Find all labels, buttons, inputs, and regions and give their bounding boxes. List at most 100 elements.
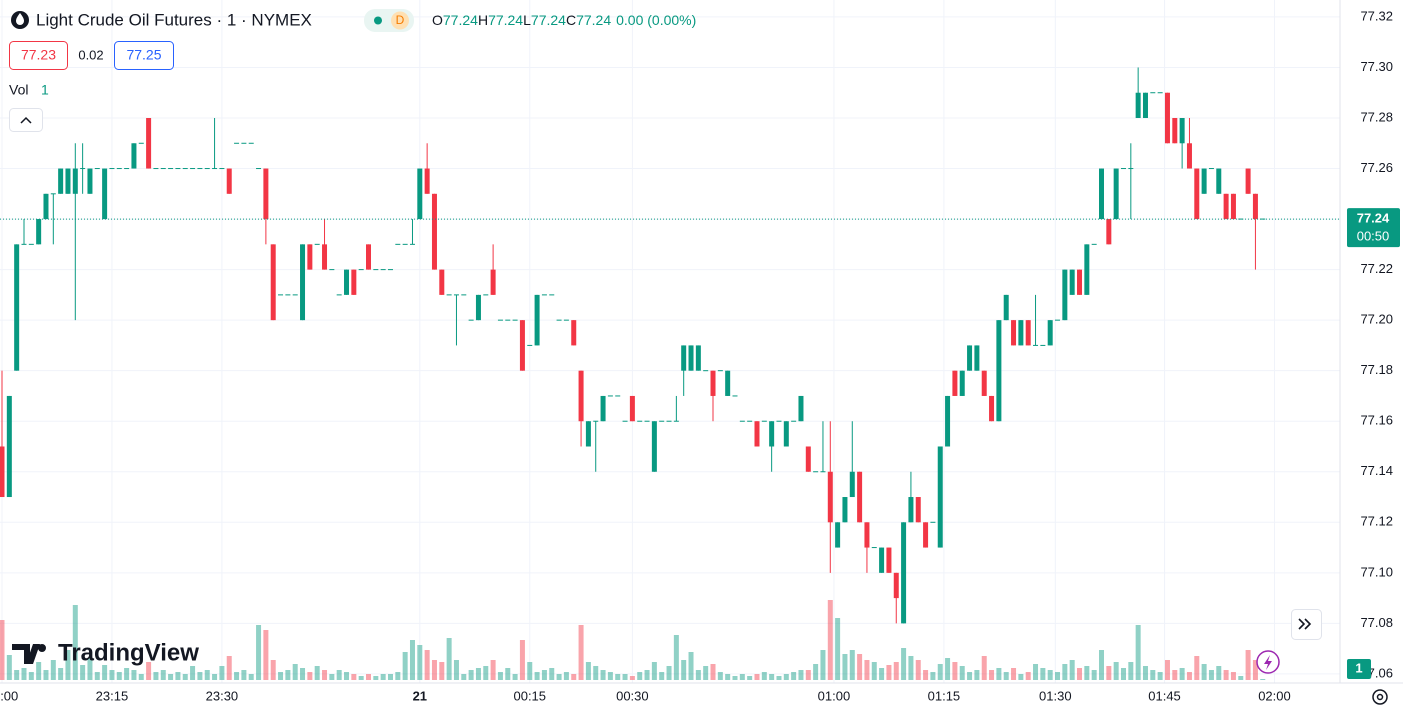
volume-bar: [36, 662, 42, 680]
volume-bar: [556, 674, 562, 680]
candle-body: [813, 471, 819, 473]
volume-bar: [805, 670, 811, 680]
candle-body: [402, 243, 408, 245]
volume-bar: [204, 670, 210, 680]
volume-bar: [776, 676, 782, 680]
candle-body: [1135, 92, 1141, 119]
volume-bar: [585, 662, 591, 680]
x-tick-label: 23:30: [206, 688, 239, 703]
volume-bar: [116, 672, 122, 680]
volume-bar: [1011, 668, 1017, 680]
candle-body: [197, 168, 203, 170]
candle-body: [527, 344, 533, 346]
volume-bar: [446, 638, 452, 680]
volume-bar: [153, 672, 159, 680]
y-tick-label: 77.26: [1360, 160, 1393, 175]
candle-body: [849, 471, 855, 498]
volume-bar: [673, 635, 679, 680]
candle-body: [725, 370, 731, 396]
volume-bar: [1120, 668, 1126, 680]
collapse-button[interactable]: [9, 108, 43, 132]
volume-bar: [190, 666, 196, 680]
volume-bar: [490, 660, 496, 680]
symbol-title: Light Crude Oil Futures · 1 · NYMEX: [36, 10, 312, 29]
candle-body: [1238, 218, 1244, 220]
candle-body: [967, 345, 973, 371]
candle-body: [300, 244, 306, 321]
volume-bar: [424, 650, 430, 680]
x-tick-label: 23:15: [96, 688, 129, 703]
volume-bar: [1208, 670, 1214, 680]
volume-bar: [901, 648, 907, 680]
logo-mark: [12, 644, 46, 664]
volume-bar: [747, 676, 753, 680]
y-tick-label: 77.12: [1360, 514, 1393, 529]
candle-body: [468, 319, 474, 321]
ohlc-legend: O77.24H77.24L77.24C77.24 0.00 (0.00%): [432, 12, 696, 28]
volume-bar: [732, 676, 738, 680]
volume-bar: [72, 605, 78, 680]
candle-body: [600, 395, 606, 422]
volume-bar: [989, 670, 995, 680]
volume-bar: [270, 660, 276, 680]
scroll-button[interactable]: [1291, 609, 1322, 640]
legend-key: H: [478, 12, 488, 28]
candle-body: [87, 168, 93, 194]
candle-body: [292, 294, 298, 296]
candle-body: [981, 370, 987, 396]
volume-bar: [380, 674, 386, 680]
volume-bar: [234, 672, 240, 680]
volume-bar: [336, 670, 342, 680]
bid: 77.23: [21, 47, 56, 63]
volume-badge: [1347, 659, 1371, 679]
volume-bar: [930, 672, 936, 680]
bid-box[interactable]: [9, 41, 68, 70]
candle-body: [1164, 92, 1170, 144]
candle-body: [1040, 344, 1046, 346]
volume-bar: [373, 676, 379, 680]
candle-body: [534, 294, 540, 346]
volume-bar: [1018, 674, 1024, 680]
candle-body: [387, 269, 393, 271]
volume-bar: [168, 674, 174, 680]
volume-bar: [519, 640, 525, 680]
candle-body: [512, 319, 518, 321]
session-letter: D: [396, 13, 405, 27]
volume-bar: [28, 672, 34, 680]
candle-body: [329, 269, 335, 271]
volume-bar: [813, 664, 819, 680]
volume-bar: [65, 650, 71, 680]
candle-body: [769, 421, 775, 447]
volume-bar: [915, 660, 921, 680]
volume-bar: [1106, 666, 1112, 680]
candle-body: [695, 345, 701, 371]
price-tag-countdown: 00:50: [1357, 229, 1390, 244]
candle-body: [483, 294, 489, 296]
drop-icon: [16, 13, 24, 25]
volume-bar: [50, 660, 56, 680]
volume-bar: [549, 668, 555, 680]
volume-bar: [1069, 660, 1075, 680]
volume-bar: [1135, 625, 1141, 680]
candle-body: [857, 471, 863, 523]
volume-bar: [703, 666, 709, 680]
ask-box[interactable]: [114, 41, 174, 70]
volume-bar: [695, 670, 701, 680]
volume-bar: [58, 668, 64, 680]
candle-body: [688, 345, 694, 371]
volume-bar: [409, 640, 415, 680]
candle-body: [637, 420, 643, 422]
candle-body: [952, 370, 958, 396]
legend-value: 77.24: [576, 12, 611, 28]
candle-body: [1084, 244, 1090, 295]
candle-body: [556, 319, 562, 321]
volume-bar: [219, 666, 225, 680]
settings-button[interactable]: [1372, 689, 1388, 705]
legend-key: C: [566, 12, 576, 28]
candle-body: [578, 370, 584, 422]
volume-bar: [1164, 660, 1170, 680]
x-tick-label: 01:30: [1039, 688, 1072, 703]
y-tick-label: 77.28: [1360, 109, 1393, 124]
volume-bar: [827, 600, 833, 680]
